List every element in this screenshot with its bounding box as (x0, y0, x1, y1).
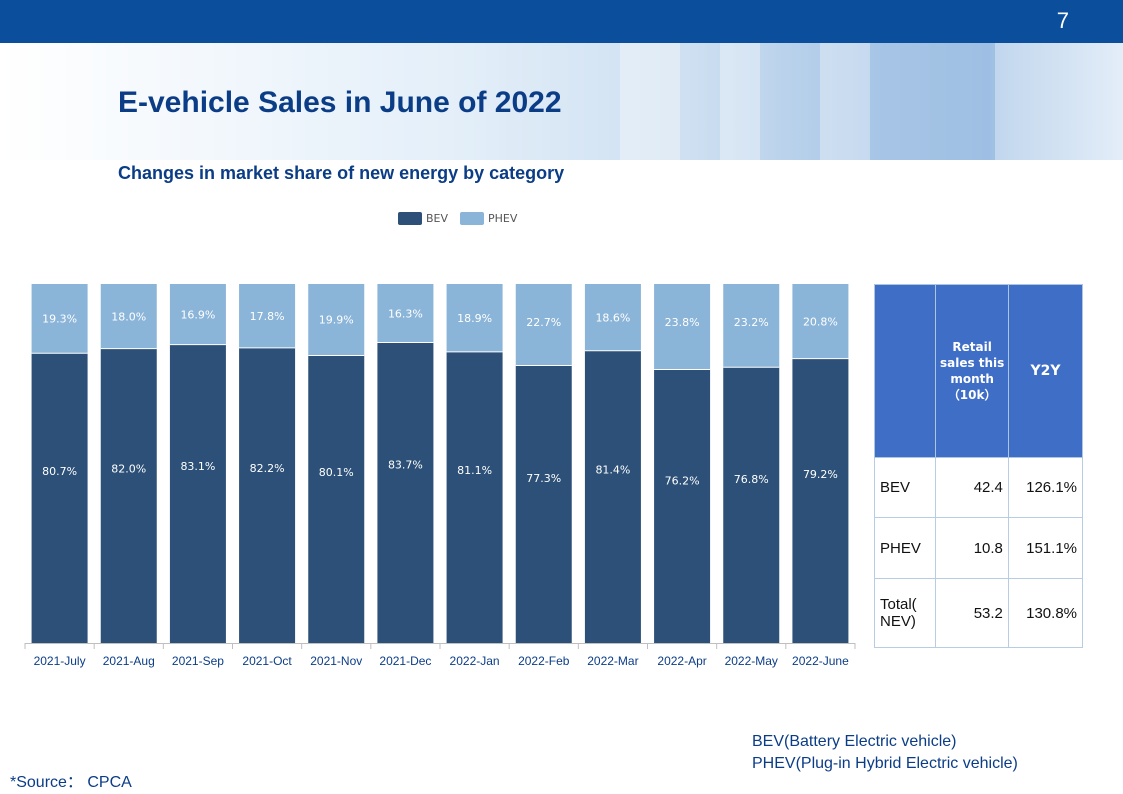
x-tick-label: 2022-Apr (657, 654, 706, 668)
bar-bev (792, 358, 849, 643)
x-tick-label: 2022-Jan (450, 654, 500, 668)
row-label: BEV (873, 457, 937, 518)
x-tick-label: 2022-Mar (587, 654, 638, 668)
bar-bev (169, 344, 226, 643)
data-label-phev: 16.3% (388, 307, 423, 320)
legend-swatch-bev (398, 212, 422, 225)
table-header-corner (873, 284, 937, 458)
bar-bev (446, 351, 503, 643)
table-row: PHEV 10.8 151.1% (873, 517, 1084, 579)
legend-label-bev: BEV (426, 212, 448, 225)
x-tick-label: 2021-Oct (242, 654, 292, 668)
x-tick-label: 2021-Nov (310, 654, 362, 668)
table-header-y2y: Y2Y (1007, 284, 1084, 458)
data-label-bev: 83.7% (388, 459, 423, 472)
bar-phev (308, 284, 365, 356)
table-row: BEV 42.4 126.1% (873, 457, 1084, 518)
bar-bev (654, 369, 711, 643)
bar-phev (377, 284, 434, 343)
data-label-bev: 80.1% (319, 466, 354, 479)
bar-bev (239, 347, 296, 643)
bar-phev (515, 284, 572, 366)
data-label-phev: 23.8% (665, 316, 700, 329)
bar-bev (723, 367, 780, 643)
title-band (0, 43, 1123, 160)
x-tick-label: 2021-July (34, 654, 86, 668)
data-label-phev: 18.0% (111, 310, 146, 323)
source-note: *Source： CPCA (10, 774, 132, 791)
table-header-row: Retail sales this month（10k） Y2Y (873, 284, 1084, 458)
bar-phev (239, 284, 296, 348)
stacked-bar-chart: BEV PHEV 80.7% 19.3% 2021-July 82.0% 18.0% 2021… (24, 212, 856, 668)
row-sales: 42.4 (935, 457, 1009, 518)
legend-swatch-phev (460, 212, 484, 225)
bar-bev (100, 348, 157, 643)
page-title: E-vehicle Sales in June of 2022 (118, 86, 562, 119)
row-yoy: 126.1% (1007, 457, 1084, 518)
bar-phev (584, 284, 641, 351)
legend-label-phev: PHEV (488, 212, 518, 225)
data-label-bev: 80.7% (42, 465, 77, 478)
row-yoy: 130.8% (1007, 578, 1084, 648)
data-label-phev: 17.8% (250, 310, 285, 323)
bar-bev (515, 365, 572, 643)
x-tick-label: 2021-Dec (379, 654, 431, 668)
bar-phev (792, 284, 849, 359)
data-label-bev: 81.4% (595, 464, 630, 477)
footnote-bev: BEV(Battery Electric vehicle) (752, 733, 957, 750)
bar-phev (100, 284, 157, 349)
page-number: 7 (1056, 8, 1069, 33)
data-label-phev: 22.7% (526, 316, 561, 329)
sales-table: Retail sales this month（10k） Y2Y BEV 42.… (873, 284, 1084, 648)
row-sales: 53.2 (935, 578, 1009, 648)
bar-phev (169, 284, 226, 345)
data-label-phev: 19.9% (319, 314, 354, 327)
data-label-bev: 83.1% (180, 460, 215, 473)
data-label-phev: 20.8% (803, 315, 838, 328)
data-label-bev: 77.3% (526, 472, 561, 485)
data-label-bev: 82.2% (250, 462, 285, 475)
bar-phev (31, 284, 88, 354)
table-row: Total( NEV) 53.2 130.8% (873, 578, 1084, 648)
data-label-bev: 76.8% (734, 473, 769, 486)
x-tick-label: 2022-June (792, 654, 849, 668)
row-sales: 10.8 (935, 517, 1009, 579)
bar-phev (654, 284, 711, 370)
row-label: PHEV (873, 517, 937, 579)
x-tick-label: 2022-May (725, 654, 778, 668)
data-label-bev: 76.2% (665, 474, 700, 487)
data-label-bev: 81.1% (457, 464, 492, 477)
data-label-phev: 19.3% (42, 313, 77, 326)
x-tick-label: 2021-Aug (103, 654, 155, 668)
row-yoy: 151.1% (1007, 517, 1084, 579)
data-label-phev: 16.9% (180, 308, 215, 321)
chart-subtitle: Changes in market share of new energy by… (118, 163, 565, 183)
bar-bev (377, 342, 434, 643)
table-header-sales: Retail sales this month（10k） (935, 284, 1009, 458)
bar-phev (723, 284, 780, 368)
x-tick-label: 2022-Feb (518, 654, 570, 668)
data-label-phev: 18.9% (457, 312, 492, 325)
x-tick-label: 2021-Sep (172, 654, 224, 668)
data-label-bev: 79.2% (803, 468, 838, 481)
bar-phev (446, 284, 503, 352)
bar-bev (584, 350, 641, 643)
footnote-phev: PHEV(Plug-in Hybrid Electric vehicle) (752, 755, 1018, 772)
data-label-bev: 82.0% (111, 462, 146, 475)
data-label-phev: 18.6% (595, 311, 630, 324)
bar-bev (31, 353, 88, 643)
bar-bev (308, 355, 365, 643)
data-label-phev: 23.2% (734, 316, 769, 329)
row-label: Total( NEV) (873, 578, 937, 648)
top-bar (0, 0, 1123, 43)
